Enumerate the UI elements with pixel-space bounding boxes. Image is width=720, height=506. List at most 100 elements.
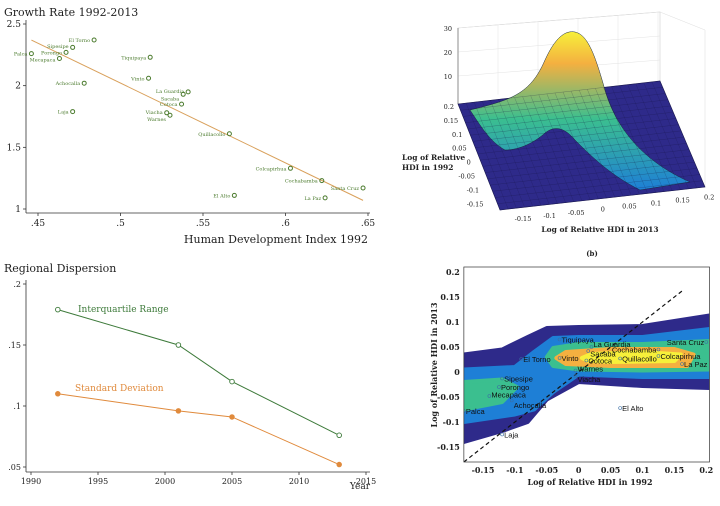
data-point xyxy=(319,178,325,184)
y-tick-label: 0.1 xyxy=(446,317,460,327)
point-label: La Paz xyxy=(684,360,708,369)
x-tick-label: .6 xyxy=(281,219,290,229)
series-label: Standard Deviation xyxy=(75,384,164,394)
mesh-line xyxy=(619,85,665,192)
mesh-line xyxy=(627,84,673,191)
data-point xyxy=(185,89,191,95)
data-point xyxy=(231,192,237,198)
y-tick-label: 0 xyxy=(454,367,460,377)
point-label: Viacha xyxy=(578,375,602,384)
data-point xyxy=(680,362,684,366)
plot-frame xyxy=(463,266,710,463)
mesh-line xyxy=(465,103,509,210)
data-point xyxy=(180,91,186,97)
grid-line xyxy=(457,11,661,29)
data-point xyxy=(618,406,622,410)
x-tick-label: 0.15 xyxy=(675,196,689,204)
data-point xyxy=(70,44,76,50)
mesh-line xyxy=(546,93,591,200)
point-label: Quillacollo xyxy=(622,355,657,364)
point-label: Cotoca xyxy=(588,357,613,366)
point-label: Santa Cruz xyxy=(667,338,705,347)
data-point xyxy=(573,368,578,373)
point-label: Porongo xyxy=(501,383,529,392)
surface-ridge xyxy=(469,31,691,191)
y-tick-label: -0.15 xyxy=(437,442,460,452)
series-marker xyxy=(55,306,61,313)
scatter-xlabel: Human Development Index 1992 xyxy=(184,233,368,246)
data-point xyxy=(164,110,170,116)
data-point xyxy=(167,112,173,118)
y-tick-label: 0.05 xyxy=(452,145,466,153)
x-tick-label: 0.05 xyxy=(622,203,636,211)
mesh-line xyxy=(587,89,632,196)
data-point xyxy=(226,131,232,137)
point-label: El Alto xyxy=(622,404,643,413)
point-label: Quillacollo xyxy=(198,132,225,138)
z-tick-label: 20 xyxy=(444,49,452,57)
mesh-line xyxy=(457,103,501,211)
data-point xyxy=(322,195,328,201)
point-label: Colcapirhua xyxy=(660,352,701,361)
data-point xyxy=(573,374,578,378)
mesh-line xyxy=(595,88,640,195)
z-tick-label: 10 xyxy=(444,73,452,81)
point-label: Laja xyxy=(504,431,519,440)
data-point xyxy=(497,385,501,389)
series-marker xyxy=(229,378,235,385)
point-label: Sipesipe xyxy=(504,375,533,384)
mesh-line xyxy=(554,92,599,200)
mesh-line xyxy=(506,98,550,205)
mesh-line xyxy=(611,86,656,193)
contour-xlabel: Log of Relative HDI in 1992 xyxy=(527,477,652,487)
data-point xyxy=(63,49,69,55)
point-label: Warnes xyxy=(147,117,166,123)
point-label: Vinto xyxy=(562,354,579,363)
y-tick-label: 1 xyxy=(15,205,21,215)
y-tick-label: -0.1 xyxy=(443,417,460,427)
mesh-line xyxy=(651,81,697,188)
point-label: Sipesipe xyxy=(47,44,69,50)
x-tick-label: -0.1 xyxy=(543,212,556,220)
x-tick-label: -0.1 xyxy=(506,465,523,475)
x-tick-label: -0.15 xyxy=(515,215,532,223)
scatter-title: Growth Rate 1992-2013 xyxy=(4,6,138,19)
mesh-line xyxy=(460,87,663,111)
y-tick-label: 0.15 xyxy=(444,117,458,125)
line-xlabel: Year xyxy=(349,482,371,492)
mesh-line xyxy=(490,100,533,207)
mesh-line xyxy=(514,97,558,204)
point-label: El Torno xyxy=(69,38,90,44)
x-tick-label: .65 xyxy=(361,219,376,229)
mesh-line xyxy=(487,155,692,179)
hdi-growth-scatter: Growth Rate 1992-2013 Human Development … xyxy=(4,6,375,246)
surface-xlabel: Log of Relative HDI in 2013 xyxy=(541,225,658,234)
point-label: Laja xyxy=(58,110,69,116)
x-tick-label: 0.2 xyxy=(704,193,714,201)
y-tick-label: 0.15 xyxy=(440,292,459,302)
point-label: El Torno xyxy=(523,355,550,364)
data-point xyxy=(618,356,622,361)
point-label: Viacha xyxy=(145,110,163,116)
point-label: Colcapirhua xyxy=(256,166,287,172)
mesh-line xyxy=(485,149,690,173)
data-point xyxy=(56,56,62,62)
x-tick-label: .45 xyxy=(31,219,46,229)
point-label: Tiquipaya xyxy=(121,55,146,61)
series-marker xyxy=(175,342,182,348)
series-marker xyxy=(229,414,235,420)
y-tick-label: -0.05 xyxy=(458,173,475,181)
series-marker xyxy=(175,408,182,414)
x-tick-label: 0 xyxy=(576,465,582,475)
mesh-line xyxy=(472,118,676,142)
point-label: Palca xyxy=(466,407,486,416)
point-label: Palca xyxy=(14,52,28,58)
point-label: La Paz xyxy=(304,196,321,202)
point-label: Santa Cruz xyxy=(331,186,360,192)
mesh-line xyxy=(474,102,517,209)
surface-ylabel-line1: Log of Relative xyxy=(402,153,465,162)
mesh-line xyxy=(470,112,674,136)
y-tick-label: 0.2 xyxy=(444,103,454,111)
series-marker xyxy=(336,461,342,468)
